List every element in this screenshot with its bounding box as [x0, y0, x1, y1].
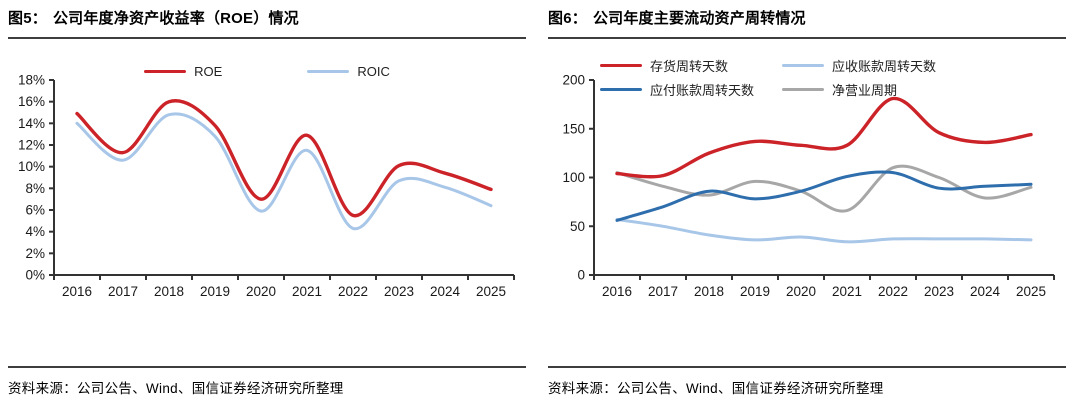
legend-item-存货周转天数: 存货周转天数 [600, 56, 782, 75]
turnover-legend: 存货周转天数 应收账款周转天数应付账款周转天数 净营业周期 [600, 56, 936, 99]
x-tick-label: 2025 [476, 284, 506, 299]
x-tick-label: 2023 [924, 284, 954, 299]
source-note: 资料来源：公司公告、Wind、国信证券经济研究所整理 [8, 380, 344, 396]
title-divider [8, 37, 526, 39]
legend-line-swatch [600, 63, 642, 68]
x-tick-label: 2022 [338, 284, 368, 299]
series-line-应收账款周转天数 [615, 217, 1033, 244]
y-tick-label: 14% [18, 116, 45, 131]
y-tick-label: 2% [25, 246, 45, 261]
roe-roic-legend: ROE ROIC [8, 64, 526, 79]
legend-line-swatch [782, 63, 824, 68]
figure-5-label: 图5： [8, 10, 47, 27]
legend-line-swatch [307, 69, 350, 74]
legend-label: 存货周转天数 [650, 59, 729, 74]
legend-label: ROE [194, 64, 223, 79]
y-tick-label: 0% [25, 268, 45, 283]
y-tick-label: 16% [18, 94, 45, 109]
roe-roic-chart-svg: 0% 2% 4% 6% 8% 10% 12% 14% 16% 18% 2016 2017 2018 201… [18, 73, 515, 299]
x-tick-label: 2018 [154, 284, 184, 299]
roe-roic-chart: 0% 2% 4% 6% 8% 10% 12% 14% 16% 18% 2016 2017 2018 201… [8, 42, 526, 308]
title-divider [548, 37, 1066, 39]
y-tick-label: 10% [18, 159, 45, 174]
legend-line-swatch [600, 87, 642, 92]
source-divider [8, 366, 526, 368]
x-tick-label: 2021 [292, 284, 322, 299]
legend-item-应收账款周转天数: 应收账款周转天数 [782, 56, 936, 75]
panel-figure-6: 图6： 公司年度主要流动资产周转情况 0 50 100 150 200 2016 2017 20… [540, 0, 1080, 407]
figure-6-title: 图6： 公司年度主要流动资产周转情况 [548, 8, 1066, 30]
legend-label: 应付账款周转天数 [650, 83, 755, 98]
y-tick-label: 18% [18, 73, 45, 88]
figure-6-label: 图6： [548, 10, 587, 27]
legend-label: ROIC [357, 64, 390, 79]
legend-item-应付账款周转天数: 应付账款周转天数 [600, 80, 782, 99]
series-line-应付账款周转天数 [615, 170, 1033, 222]
x-tick-label: 2017 [648, 284, 678, 299]
y-tick-label: 200 [562, 73, 585, 88]
y-tick-label: 8% [25, 181, 45, 196]
x-tick-label: 2023 [384, 284, 414, 299]
x-tick-label: 2024 [430, 284, 461, 299]
x-tick-label: 2017 [108, 284, 138, 299]
legend-item-ROE: ROE [144, 64, 222, 79]
legend-label: 净营业周期 [832, 83, 898, 98]
x-tick-label: 2020 [246, 284, 276, 299]
legend-line-swatch [782, 87, 824, 92]
figure-5-title: 图5： 公司年度净资产收益率（ROE）情况 [8, 8, 526, 30]
x-tick-label: 2025 [1016, 284, 1046, 299]
series-line-ROE [75, 99, 493, 218]
y-tick-label: 50 [570, 219, 585, 234]
turnover-chart: 0 50 100 150 200 2016 2017 2018 2019 2020 2021 2022… [548, 42, 1066, 308]
y-tick-label: 150 [562, 121, 585, 136]
y-tick-label: 6% [25, 203, 45, 218]
panel-figure-5: 图5： 公司年度净资产收益率（ROE）情况 0% 2% 4% 6% 8% 10% 12% 14%… [8, 8, 526, 396]
figure-6-title-text: 公司年度主要流动资产周转情况 [592, 10, 806, 27]
x-tick-label: 2024 [970, 284, 1001, 299]
figure-5-title-text: 公司年度净资产收益率（ROE）情况 [52, 10, 299, 27]
x-tick-label: 2020 [786, 284, 816, 299]
legend-item-净营业周期: 净营业周期 [782, 80, 936, 99]
source-note: 资料来源：公司公告、Wind、国信证券经济研究所整理 [548, 380, 884, 396]
source-divider [548, 366, 1066, 368]
x-tick-label: 2021 [832, 284, 862, 299]
x-tick-label: 2016 [602, 284, 632, 299]
y-tick-label: 12% [18, 138, 45, 153]
x-tick-label: 2018 [694, 284, 724, 299]
x-tick-label: 2019 [200, 284, 230, 299]
series-line-ROIC [75, 112, 493, 230]
x-tick-label: 2022 [878, 284, 908, 299]
turnover-chart-svg: 0 50 100 150 200 2016 2017 2018 2019 2020 2021 2022… [562, 73, 1055, 299]
x-tick-label: 2019 [740, 284, 770, 299]
y-tick-label: 4% [25, 224, 45, 239]
y-tick-label: 100 [562, 170, 585, 185]
x-tick-label: 2016 [62, 284, 92, 299]
series-line-存货周转天数 [615, 96, 1033, 179]
legend-label: 应收账款周转天数 [832, 59, 937, 74]
y-tick-label: 0 [577, 268, 585, 283]
legend-item-ROIC: ROIC [307, 64, 390, 79]
legend-line-swatch [144, 69, 187, 74]
